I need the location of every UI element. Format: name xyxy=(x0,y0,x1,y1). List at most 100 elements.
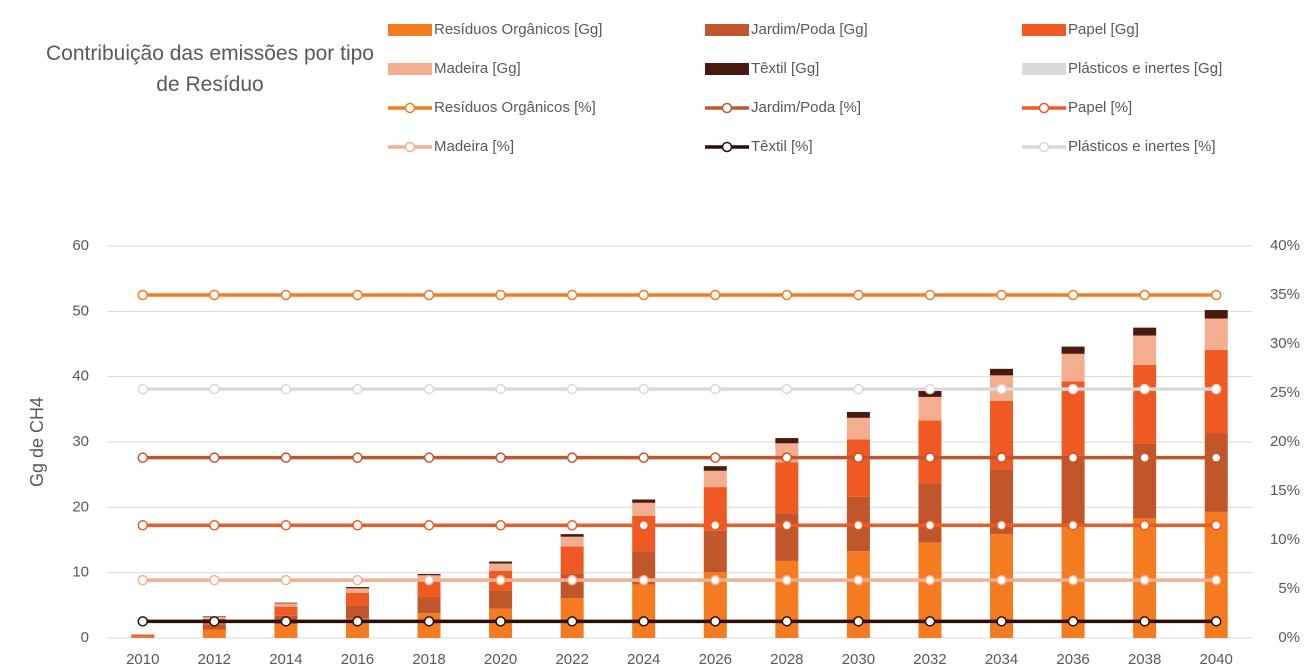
legend-label: Plásticos e inertes [Gg] xyxy=(1068,60,1222,77)
bar-segment xyxy=(274,606,298,616)
legend-label: Resíduos Orgânicos [Gg] xyxy=(434,21,602,38)
line-marker xyxy=(280,289,292,301)
bar-segment xyxy=(775,462,799,514)
line-marker xyxy=(1067,574,1079,586)
bar-segment xyxy=(990,368,1014,376)
bar-segment xyxy=(560,534,584,537)
line-marker xyxy=(1210,574,1222,586)
bar-segment xyxy=(632,584,656,638)
line-marker xyxy=(781,616,793,627)
x-tick-label: 2040 xyxy=(1200,651,1233,668)
line-marker xyxy=(638,452,649,463)
line-marker xyxy=(566,616,578,627)
bar-segment xyxy=(274,624,298,638)
bar-segment xyxy=(1133,327,1157,336)
bar-segment xyxy=(345,588,369,593)
line-marker xyxy=(710,616,721,627)
line-marker xyxy=(853,616,864,627)
line-marker xyxy=(423,574,435,586)
line-marker xyxy=(781,383,793,395)
line-marker xyxy=(423,383,435,395)
legend-swatch xyxy=(388,63,432,75)
legend-marker xyxy=(1038,102,1050,114)
bar-segment xyxy=(274,603,298,607)
y-tick-label: 20 xyxy=(72,498,89,515)
line-marker xyxy=(1067,383,1079,395)
legend-marker xyxy=(404,102,416,114)
x-tick-label: 2024 xyxy=(627,651,660,668)
line-marker xyxy=(566,520,578,531)
line-marker xyxy=(853,574,864,586)
legend-label: Resíduos Orgânicos [%] xyxy=(434,99,596,116)
line-marker xyxy=(710,289,721,301)
bar-segment xyxy=(1204,318,1228,350)
x-tick-label: 2030 xyxy=(842,651,875,668)
y2-tick-label: 15% xyxy=(1270,482,1300,499)
line-marker xyxy=(638,616,649,627)
y-tick-label: 40 xyxy=(72,368,89,385)
y-tick-label: 50 xyxy=(72,302,89,319)
line-marker xyxy=(638,289,649,301)
legend-swatch xyxy=(388,24,432,36)
legend-marker xyxy=(721,141,733,153)
bar-segment xyxy=(1061,455,1085,526)
legend-label: Madeira [Gg] xyxy=(434,60,521,77)
bar-segment xyxy=(632,499,656,503)
bar-segment xyxy=(918,420,942,484)
line-marker xyxy=(352,574,363,586)
bar-segment xyxy=(489,561,513,564)
line-marker xyxy=(781,520,793,531)
bar-segment xyxy=(632,551,656,585)
bar-segment xyxy=(202,629,226,638)
legend-marker xyxy=(1038,141,1050,153)
x-tick-label: 2034 xyxy=(985,651,1018,668)
legend-label: Jardim/Poda [Gg] xyxy=(751,21,868,38)
bar-segment xyxy=(1061,353,1085,382)
legend-marker xyxy=(721,102,733,114)
x-tick-label: 2020 xyxy=(484,651,517,668)
line-marker xyxy=(495,289,506,301)
legend-swatch xyxy=(1022,24,1066,36)
x-tick-label: 2012 xyxy=(198,651,231,668)
line-marker xyxy=(423,289,435,301)
bar-segment xyxy=(131,636,155,637)
line-marker xyxy=(352,616,363,627)
line-marker xyxy=(924,289,936,301)
y-tick-label: 0 xyxy=(81,629,89,646)
legend-label: Madeira [%] xyxy=(434,138,514,155)
x-tick-label: 2026 xyxy=(699,651,732,668)
y2-tick-label: 40% xyxy=(1270,237,1300,254)
x-tick-label: 2036 xyxy=(1056,651,1089,668)
bar-segment xyxy=(560,546,584,574)
line-marker xyxy=(495,574,506,586)
y2-tick-label: 25% xyxy=(1270,384,1300,401)
bar-segment xyxy=(131,634,155,637)
x-tick-label: 2028 xyxy=(770,651,803,668)
y-axis-label: Gg de CH4 xyxy=(27,397,47,487)
line-marker xyxy=(280,616,292,627)
bar-segment xyxy=(417,597,441,614)
line-marker xyxy=(352,289,363,301)
line-marker xyxy=(1139,452,1150,463)
bar-segment xyxy=(846,551,870,638)
line-marker xyxy=(781,452,793,463)
line-marker xyxy=(137,520,149,531)
line-marker xyxy=(924,616,936,627)
line-marker xyxy=(710,383,721,395)
x-tick-label: 2016 xyxy=(341,651,374,668)
bar-segment xyxy=(560,536,584,547)
legend-label: Papel [%] xyxy=(1068,99,1132,116)
line-marker xyxy=(566,574,578,586)
line-marker xyxy=(280,383,292,395)
bar-segment xyxy=(274,602,298,604)
line-marker xyxy=(209,616,220,627)
y2-tick-label: 10% xyxy=(1270,531,1300,548)
line-marker xyxy=(638,383,649,395)
line-marker xyxy=(137,289,149,301)
bar-segment xyxy=(990,400,1014,470)
line-marker xyxy=(710,520,721,531)
line-marker xyxy=(1067,520,1079,531)
bar-segment xyxy=(1133,335,1157,365)
bar-segment xyxy=(1133,443,1157,519)
